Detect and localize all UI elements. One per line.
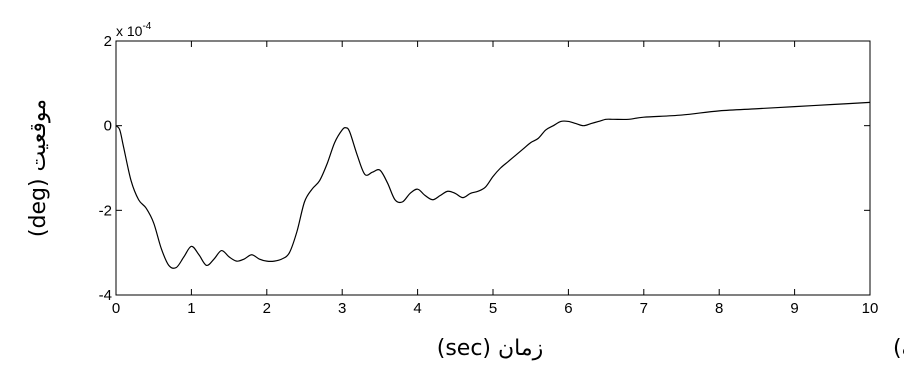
y-tick-label: -2	[99, 202, 112, 219]
x-tick-label: 1	[187, 300, 195, 317]
y-tick-label: -4	[99, 287, 112, 304]
series-line	[115, 101, 871, 269]
x-tick-label: 5	[489, 300, 497, 317]
x-tick-label: 8	[715, 300, 723, 317]
x-tick-label: 3	[338, 300, 346, 317]
x-tick-label: 7	[640, 300, 648, 317]
ticks: 0 1 2 3 4 5 6 7 8 9 10 -4 -2 0 2	[99, 33, 879, 317]
panel-label: الف)	[893, 336, 904, 361]
x-tick-label: 4	[413, 300, 421, 317]
x-tick-label: 6	[564, 300, 572, 317]
x-tick-label: 0	[112, 300, 120, 317]
y-exponent-label: x 10-4	[116, 21, 152, 39]
y-tick-label: 2	[104, 33, 112, 50]
y-axis-title: موقعیت (deg)	[26, 99, 51, 237]
x-tick-label: 9	[790, 300, 798, 317]
x-tick-label: 10	[862, 300, 879, 317]
y-tick-label: 0	[104, 118, 112, 135]
x-axis-title: زمان (sec)	[437, 336, 544, 361]
x-tick-label: 2	[263, 300, 271, 317]
